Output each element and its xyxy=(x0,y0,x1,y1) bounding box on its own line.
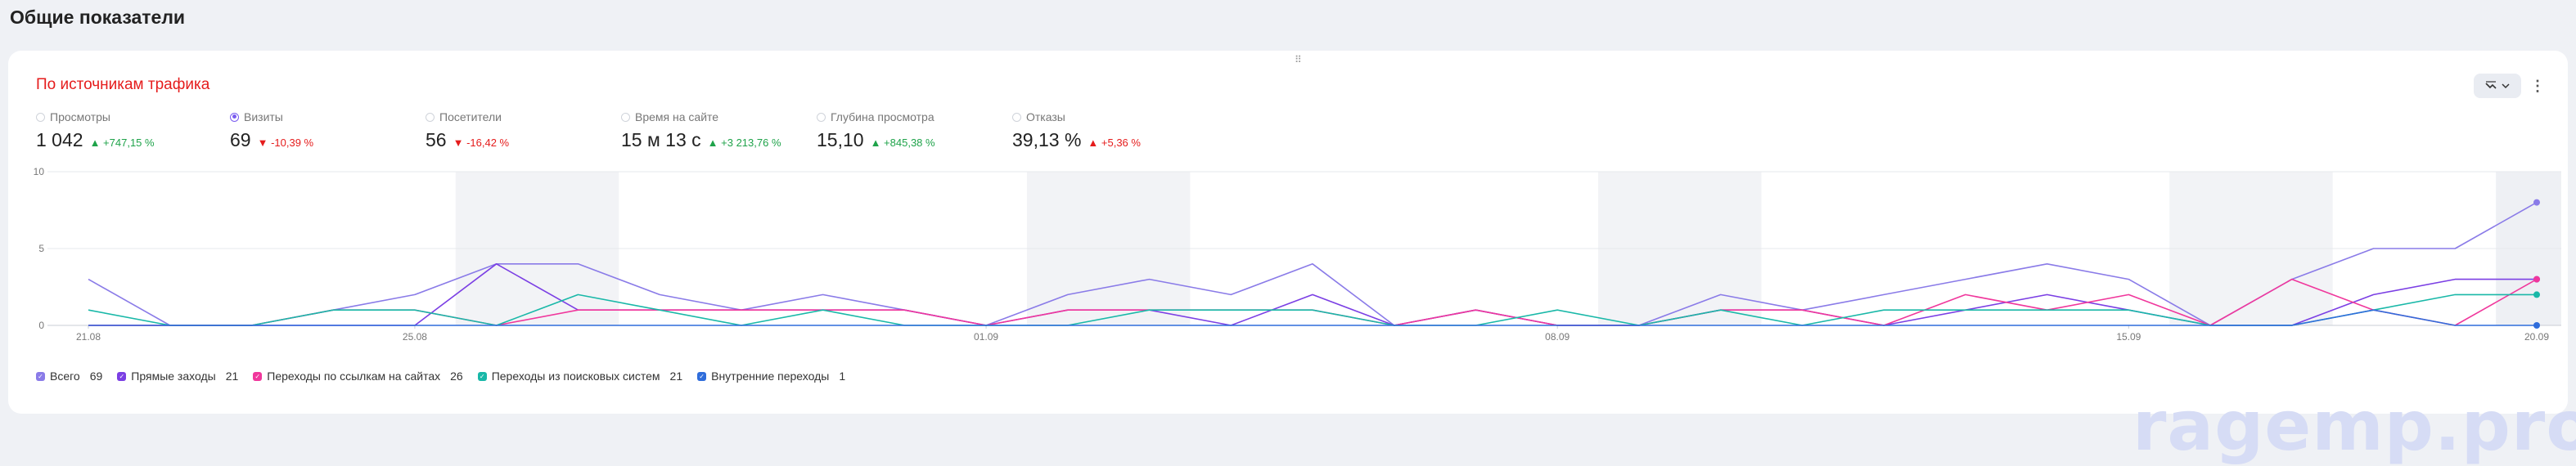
chart-settings-icon xyxy=(2485,81,2497,89)
metric-value: 15 м 13 с xyxy=(621,129,701,150)
x-tick-label: 08.09 xyxy=(1545,331,1569,343)
checkbox-icon[interactable]: ✓ xyxy=(117,371,127,381)
metric-radio[interactable] xyxy=(817,112,826,122)
metric-radio[interactable] xyxy=(230,112,239,122)
watermark: ragemp.pro xyxy=(2132,386,2576,466)
page-title: Общие показатели xyxy=(10,7,186,28)
legend-item-4[interactable]: ✓ Внутренние переходы 1 xyxy=(697,370,845,383)
metric-delta-value: +845,38 % xyxy=(884,137,935,149)
metric-5[interactable]: Отказы 39,13 % ▲ +5,36 % xyxy=(1012,110,1200,159)
legend-item-3[interactable]: ✓ Переходы из поисковых систем 21 xyxy=(477,370,683,383)
metric-label: Глубина просмотра xyxy=(831,110,934,123)
trend-arrow-icon: ▲ xyxy=(870,137,885,149)
legend-series-name: Переходы из поисковых систем xyxy=(491,370,660,383)
metric-delta: ▼ -10,39 % xyxy=(258,137,314,149)
metric-label: Отказы xyxy=(1026,110,1065,123)
x-tick-label: 01.09 xyxy=(974,331,998,343)
checkbox-icon[interactable]: ✓ xyxy=(36,371,45,381)
metric-delta: ▲ +3 213,76 % xyxy=(708,137,781,149)
x-tick-label: 25.08 xyxy=(403,331,427,343)
legend-series-name: Внутренние переходы xyxy=(711,370,830,383)
trend-arrow-icon: ▼ xyxy=(453,137,467,149)
metric-delta-value: +747,15 % xyxy=(103,137,155,149)
metric-delta-value: -16,42 % xyxy=(466,137,510,149)
metric-radio[interactable] xyxy=(621,112,630,122)
metric-radio[interactable] xyxy=(1012,112,1021,122)
checkbox-icon[interactable]: ✓ xyxy=(697,371,707,381)
more-vertical-icon[interactable]: ⋮ xyxy=(2530,77,2545,94)
metric-0[interactable]: Просмотры 1 042 ▲ +747,15 % xyxy=(36,110,224,159)
checkbox-icon[interactable]: ✓ xyxy=(477,371,487,381)
metric-delta-value: -10,39 % xyxy=(271,137,314,149)
metric-3[interactable]: Время на сайте 15 м 13 с ▲ +3 213,76 % xyxy=(621,110,809,159)
series-line-4 xyxy=(88,309,2537,326)
metric-delta-value: +3 213,76 % xyxy=(721,137,781,149)
series-end-point-4 xyxy=(2533,322,2540,329)
metric-delta: ▲ +747,15 % xyxy=(90,137,155,149)
x-tick-label: 15.09 xyxy=(2116,331,2141,343)
series-end-point-3 xyxy=(2533,291,2540,298)
trend-arrow-icon: ▼ xyxy=(257,137,272,149)
legend-series-total: 26 xyxy=(450,370,463,383)
card-title: По источникам трафика xyxy=(36,76,210,93)
legend-item-0[interactable]: ✓ Всего 69 xyxy=(36,370,102,383)
series-end-point-2 xyxy=(2533,276,2540,283)
y-tick-label: 5 xyxy=(38,243,44,254)
legend-series-name: Всего xyxy=(50,370,80,383)
metric-radio[interactable] xyxy=(36,112,45,122)
metric-value: 56 xyxy=(426,129,447,150)
metric-4[interactable]: Глубина просмотра 15,10 ▲ +845,38 % xyxy=(817,110,1005,159)
metric-value: 15,10 xyxy=(817,129,864,150)
chart-type-button[interactable] xyxy=(2474,74,2521,98)
metric-1[interactable]: Визиты 69 ▼ -10,39 % xyxy=(230,110,418,159)
line-chart: 0 5 10 21.08 25.08 01.09 08.09 15.09 20.09 xyxy=(34,166,2561,343)
legend-series-total: 69 xyxy=(89,370,103,383)
x-tick-label: 20.09 xyxy=(2524,331,2549,343)
series-end-point-0 xyxy=(2533,199,2540,206)
metric-value: 39,13 % xyxy=(1012,129,1082,150)
chevron-down-icon xyxy=(2502,83,2510,89)
metric-label: Посетители xyxy=(439,110,502,123)
metric-delta: ▲ +5,36 % xyxy=(1088,137,1141,149)
metric-label: Визиты xyxy=(244,110,283,123)
metric-label: Время на сайте xyxy=(635,110,719,123)
traffic-sources-card: ⠿ По источникам трафика ⋮ Просмотры 1 042… xyxy=(8,51,2576,466)
metric-delta: ▼ -16,42 % xyxy=(453,137,510,149)
legend-series-name: Переходы по ссылкам на сайтах xyxy=(267,370,441,383)
metric-2[interactable]: Посетители 56 ▼ -16,42 % xyxy=(426,110,614,159)
legend-item-1[interactable]: ✓ Прямые заходы 21 xyxy=(117,370,238,383)
metric-label: Просмотры xyxy=(50,110,110,123)
trend-arrow-icon: ▲ xyxy=(1088,137,1101,149)
metric-value: 1 042 xyxy=(36,129,83,150)
trend-arrow-icon: ▲ xyxy=(89,137,104,149)
x-tick-label: 21.08 xyxy=(76,331,101,343)
legend-series-total: 21 xyxy=(225,370,239,383)
trend-arrow-icon: ▲ xyxy=(707,137,722,149)
legend-series-total: 1 xyxy=(839,370,846,383)
legend-series-total: 21 xyxy=(669,370,683,383)
metric-delta-value: +5,36 % xyxy=(1101,137,1141,149)
legend-item-2[interactable]: ✓ Переходы по ссылкам на сайтах 26 xyxy=(253,370,463,383)
checkbox-icon[interactable]: ✓ xyxy=(253,371,263,381)
drag-handle-icon[interactable]: ⠿ xyxy=(1295,54,1302,65)
y-tick-label: 0 xyxy=(38,320,44,331)
y-tick-label: 10 xyxy=(34,166,45,177)
metric-value: 69 xyxy=(230,129,251,150)
chart-legend: ✓ Всего 69 ✓ Прямые заходы 21 ✓ Переходы по ссы… xyxy=(36,370,845,383)
metric-delta: ▲ +845,38 % xyxy=(871,137,935,149)
metric-radio[interactable] xyxy=(426,112,435,122)
legend-series-name: Прямые заходы xyxy=(131,370,216,383)
